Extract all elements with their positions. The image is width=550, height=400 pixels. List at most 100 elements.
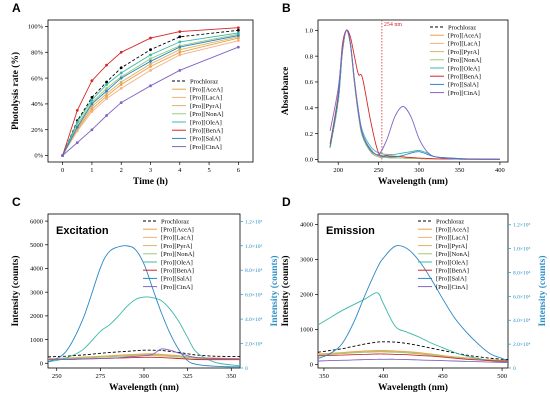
right-y-axis-title: Intensity (counts) xyxy=(269,256,280,327)
data-point-propyra xyxy=(119,80,123,84)
right-y-tick-label: 4.0×10⁴ xyxy=(513,318,530,324)
series-line-proolea xyxy=(317,292,509,364)
data-point-prosala xyxy=(236,34,240,37)
x-axis-title: Wavelength (nm) xyxy=(378,382,448,393)
panel-letter: C xyxy=(12,195,21,209)
data-point-proolea xyxy=(119,71,123,75)
x-tick-label: 350 xyxy=(455,167,465,174)
y-axis-title: Intensity (counts) xyxy=(10,256,21,327)
legend-label: [Pro][PyrA] xyxy=(190,103,221,110)
legend: Prochloraz [Pro][AceA][Pro][LacA][Pro][Py… xyxy=(430,24,482,97)
y-tick-label: 0% xyxy=(34,153,43,160)
legend-label: [Pro][NonA] xyxy=(190,111,224,118)
series-line-propyra xyxy=(62,36,239,156)
right-y-tick-label: 0 xyxy=(245,366,248,372)
right-y-tick-label: 2.0×10⁴ xyxy=(513,342,530,348)
data-point-prosala xyxy=(105,89,108,93)
data-point-prochloraz xyxy=(149,48,152,52)
data-point-proolea xyxy=(105,83,108,86)
y-tick-label: 80% xyxy=(31,49,44,56)
y-axis-title: Intensity (counts) xyxy=(280,256,291,327)
legend-label: [Pro][SalA] xyxy=(161,276,192,283)
x-tick-label: 450 xyxy=(438,373,448,380)
data-point-prochloraz xyxy=(236,28,240,32)
x-tick-label: 400 xyxy=(378,373,388,380)
data-point-procina xyxy=(149,84,152,88)
data-point-proacea xyxy=(105,94,108,98)
x-tick-label: 275 xyxy=(95,373,105,380)
data-point-proolea xyxy=(75,120,79,124)
series-line-procina xyxy=(317,358,509,364)
data-point-proolea xyxy=(90,98,94,102)
y-tick-label: 1000 xyxy=(300,327,313,334)
right-y-tick-label: 1.2×10⁵ xyxy=(245,219,262,225)
data-point-procina xyxy=(90,128,94,132)
legend-label: [Pro][LacA] xyxy=(448,41,480,48)
series-line-proolea xyxy=(62,32,239,156)
data-point-prochloraz xyxy=(178,35,182,39)
x-axis-title: Wavelength (nm) xyxy=(109,382,179,393)
y-tick-label: 0.4 xyxy=(305,105,314,112)
legend-label: [Pro][OleA] xyxy=(190,119,222,126)
data-point-proacea xyxy=(149,65,152,68)
data-point-procina xyxy=(236,45,240,49)
panel-d: D 350 400 450 500 0 1000 2000 3000 4000 0 2.0×10⁴ 4.… xyxy=(280,195,548,393)
data-point-probena xyxy=(105,63,108,67)
legend-label: [Pro][NonA] xyxy=(448,57,482,64)
right-y-tick-label: 8.0×10⁴ xyxy=(245,268,262,274)
data-point-prochloraz xyxy=(90,96,94,99)
x-tick-label: 325 xyxy=(183,373,193,380)
series-line-prosala xyxy=(317,245,509,362)
panel-b: B 200 250 300 350 400 0.0 0.2 0.4 0.6 0.8 1.0 Wavele… xyxy=(281,1,509,187)
y-tick-label: 1.0 xyxy=(305,28,313,35)
data-point-prolaca xyxy=(236,39,240,43)
y-tick-label: 1000 xyxy=(30,337,43,344)
legend-label: [Pro][PyrA] xyxy=(448,49,479,56)
y-tick-label: 0.6 xyxy=(305,79,314,86)
legend: Prochloraz [Pro][AceA][Pro][LacA][Pro][Py… xyxy=(143,218,195,291)
legend-label: Prochloraz xyxy=(436,218,464,225)
legend-label: [Pro][LacA] xyxy=(190,95,222,102)
legend: Prochloraz [Pro][AceA][Pro][LacA][Pro][Py… xyxy=(418,218,470,291)
series-line-probena xyxy=(62,27,239,156)
y-tick-label: 0 xyxy=(310,362,313,369)
legend-label: [Pro][BenA] xyxy=(436,268,469,275)
inset-title: Excitation xyxy=(56,225,109,237)
legend-label: [Pro][BenA] xyxy=(448,74,481,81)
series-line-prolaca xyxy=(62,40,239,156)
series-line-prochloraz xyxy=(47,349,240,358)
data-point-procina xyxy=(75,141,79,145)
legend-label: [Pro][CinA] xyxy=(161,284,193,291)
series-line-procina xyxy=(47,348,240,361)
x-tick-label: 350 xyxy=(226,373,236,380)
data-point-prosala xyxy=(90,102,94,106)
y-axis-title: Absorbance xyxy=(281,67,291,116)
data-point-proolea xyxy=(236,31,240,35)
y-tick-label: 3000 xyxy=(30,289,43,296)
data-point-prosala xyxy=(75,125,79,129)
data-point-procina xyxy=(119,101,123,105)
series-line-proolea xyxy=(47,296,241,367)
data-point-prochloraz xyxy=(105,80,108,84)
series-line-proacea xyxy=(62,37,239,156)
series-line-prochloraz xyxy=(317,341,509,361)
x-tick-label: 1 xyxy=(90,167,93,174)
right-y-tick-label: 2.0×10⁴ xyxy=(245,342,262,348)
series-line-probena xyxy=(317,353,509,362)
x-tick-label: 200 xyxy=(333,167,343,174)
plot-frame xyxy=(317,213,509,369)
series-line-pronona xyxy=(62,33,239,156)
y-tick-label: 4000 xyxy=(30,266,43,273)
y-tick-label: 20% xyxy=(31,127,44,134)
right-y-tick-label: 1.2×10⁵ xyxy=(513,223,530,229)
data-point-proacea xyxy=(178,50,182,54)
legend-label: [Pro][SalA] xyxy=(436,276,467,283)
legend-label: [Pro][PyrA] xyxy=(436,243,467,250)
x-tick-label: 0 xyxy=(61,167,64,174)
x-tick-label: 6 xyxy=(237,167,241,174)
data-point-probena xyxy=(90,79,94,83)
y-tick-label: 3000 xyxy=(300,257,313,264)
x-axis-title: Time (h) xyxy=(133,176,168,187)
data-point-prolaca xyxy=(105,97,108,101)
right-y-tick-label: 6.0×10⁴ xyxy=(245,293,262,299)
